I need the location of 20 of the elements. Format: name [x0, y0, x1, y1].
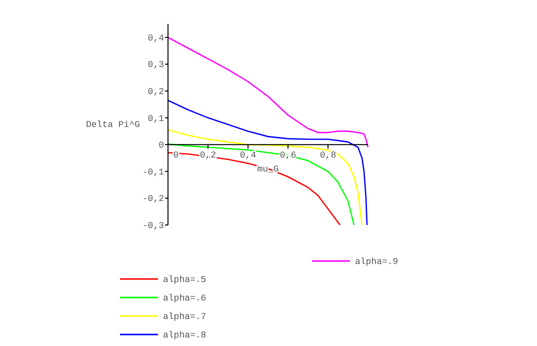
y-tick-label: 0,1	[148, 114, 164, 124]
legend-label: alpha=.7	[163, 312, 206, 322]
y-tick-label: 0,4	[148, 33, 164, 44]
line-series	[167, 36, 369, 148]
legend-label: alpha=.9	[355, 257, 398, 267]
x-tick-label: 0,4	[240, 150, 256, 161]
y-axis-title: Delta Pi^G	[86, 120, 140, 130]
legend-label: alpha=.8	[163, 330, 206, 340]
legend-label: alpha=.6	[163, 294, 206, 304]
y-tick-label: -0,3	[142, 221, 164, 231]
line-series	[167, 100, 368, 226]
x-tick-label: 0,8	[320, 150, 336, 161]
y-tick-label: -0,1	[142, 167, 164, 178]
y-tick-label: 0	[158, 140, 164, 151]
y-tick-label: -0,2	[142, 194, 164, 204]
y-tick-label: 0,2	[148, 87, 164, 97]
line-series	[167, 143, 355, 226]
legend-label: alpha=.5	[163, 275, 206, 285]
line-series	[167, 129, 363, 226]
y-tick-label: 0,3	[148, 60, 164, 70]
